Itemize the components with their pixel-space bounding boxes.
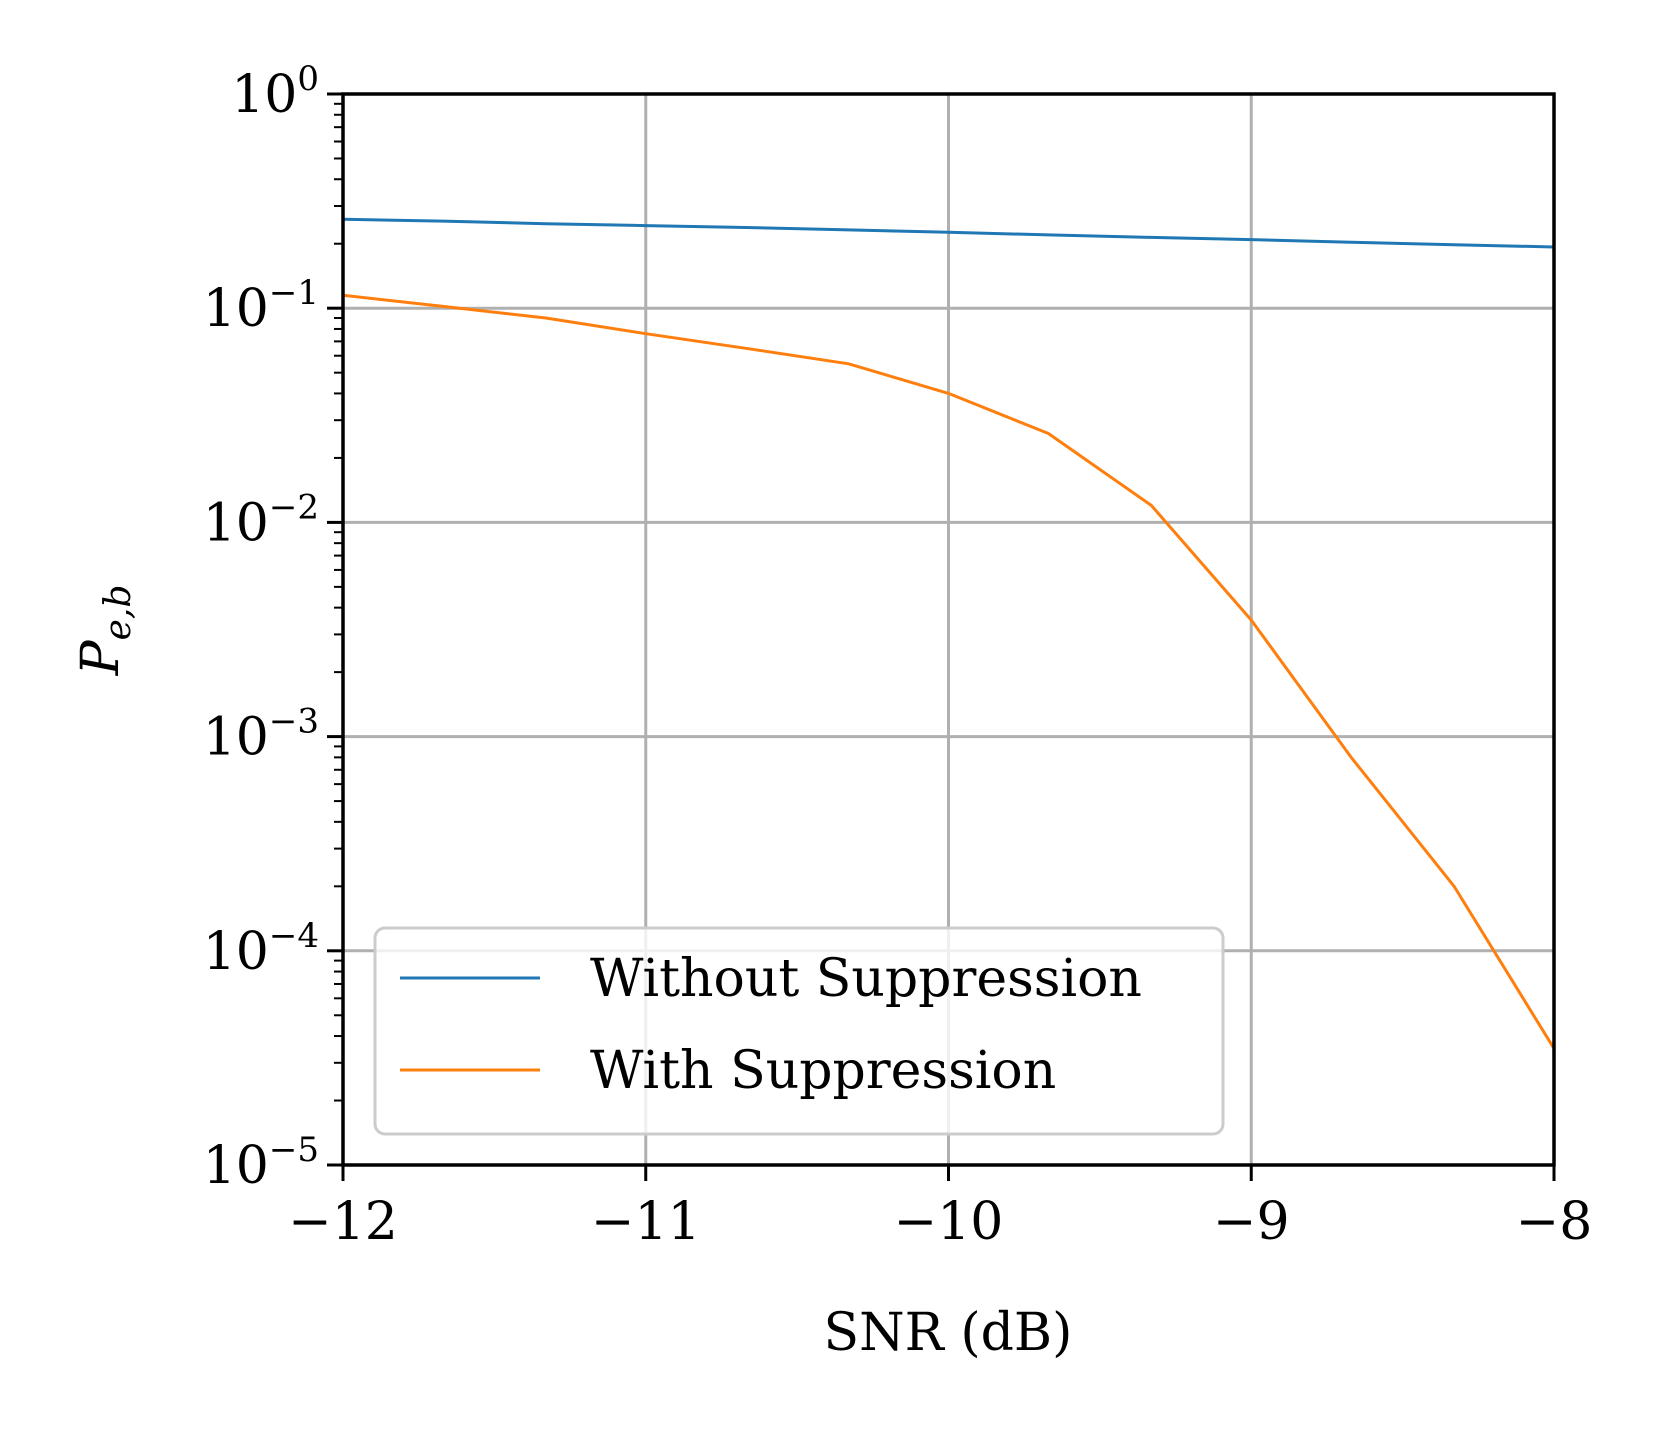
y-tick-label-base: 10 [203,1136,269,1196]
x-axis-label: SNR (dB) [824,1303,1073,1363]
legend: Without Suppression With Suppression [373,926,1225,1136]
legend-label-with: With Suppression [590,1041,1056,1101]
y-tick-label: 10−4 [203,916,319,982]
ticks [327,92,1556,1181]
series-line-with-suppression [343,293,1554,1050]
legend-label-without: Without Suppression [590,949,1142,1009]
y-tick-label-base: 10 [203,922,269,982]
y-tick-label-base: 10 [203,708,269,768]
y-tick-label-exponent: −5 [269,1130,319,1170]
y-tick-label: 10−3 [203,702,319,768]
y-tick-label-exponent: −3 [269,702,319,742]
y-tick-label: 10−5 [203,1130,319,1196]
y-tick-label: 10−2 [203,487,319,553]
y-tick-label-exponent: −1 [269,273,319,313]
y-tick-label-exponent: −4 [269,916,319,956]
legend-box [373,926,1225,1136]
x-tick-label: −11 [591,1192,701,1252]
x-tick-label: −10 [894,1192,1004,1252]
y-tick-label-base: 10 [203,493,269,553]
y-tick-label: 10−1 [203,273,319,339]
series-line-without-suppression [343,217,1554,249]
plot-series [343,217,1554,1050]
y-axis-label-main: P [71,639,131,676]
y-tick-label-exponent: 0 [297,59,319,99]
y-tick-label-base: 10 [203,279,269,339]
y-tick-label-base: 10 [231,65,297,125]
x-tick-label: −8 [1516,1192,1593,1252]
y-tick-label: 100 [231,59,319,125]
y-axis-label: Pe,b [71,585,139,677]
y-tick-label-exponent: −2 [269,487,319,527]
x-tick-label: −12 [288,1192,398,1252]
x-tick-label: −9 [1213,1192,1290,1252]
svg-text:Pe,b: Pe,b [71,585,139,677]
y-axis-label-sub: e,b [98,585,139,641]
